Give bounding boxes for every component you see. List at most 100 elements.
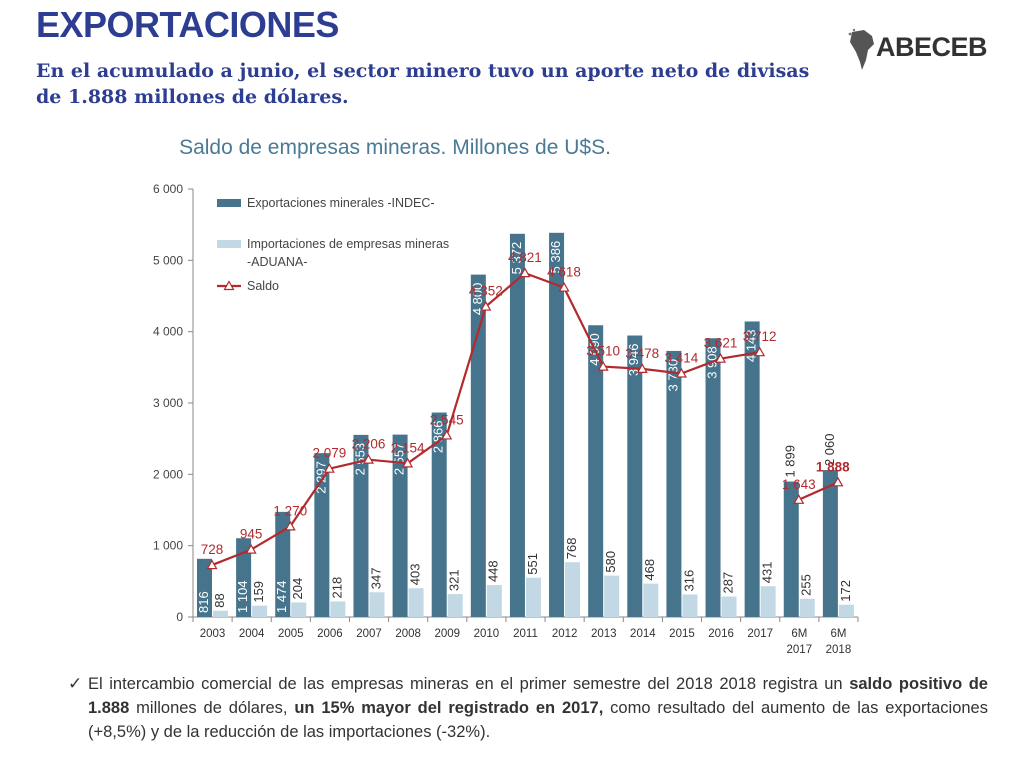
exportaciones-value-label: 5 372 — [509, 242, 524, 275]
saldo-value-label: 1 888 — [816, 459, 850, 474]
saldo-marker — [323, 462, 335, 473]
legend-label-saldo: Saldo — [247, 279, 279, 293]
bar-importaciones — [252, 605, 268, 617]
x-tick-label: 2012 — [552, 628, 578, 640]
saldo-value-label: 3 621 — [704, 336, 738, 351]
exportaciones-value-label: 4 800 — [470, 283, 485, 316]
saldo-value-label: 3 712 — [743, 329, 777, 344]
saldo-value-label: 3 414 — [665, 350, 699, 365]
saldo-value-label: 3 478 — [625, 346, 659, 361]
bar-exportaciones — [509, 233, 525, 617]
bar-importaciones — [799, 598, 815, 617]
bar-exportaciones — [705, 338, 721, 617]
x-tick-label: 2006 — [317, 628, 343, 640]
bar-exportaciones — [744, 321, 760, 617]
bar-exportaciones — [197, 558, 212, 617]
x-tick-label: 6M — [830, 628, 846, 640]
x-tick-label: 2011 — [513, 628, 538, 640]
importaciones-value-label: 159 — [251, 581, 266, 603]
x-tick-label: 2014 — [630, 628, 656, 640]
importaciones-value-label: 204 — [290, 578, 305, 600]
y-tick-label: 4 000 — [153, 325, 183, 339]
exportaciones-value-label: 1 474 — [274, 580, 289, 613]
exportaciones-value-label: 3 730 — [665, 359, 680, 392]
importaciones-value-label: 218 — [329, 577, 344, 599]
importaciones-value-label: 321 — [447, 569, 462, 591]
saldo-marker — [754, 346, 766, 357]
importaciones-value-label: 468 — [642, 559, 657, 581]
bar-exportaciones — [353, 434, 369, 617]
y-tick-label: 6 000 — [153, 182, 183, 196]
y-tick-label: 2 000 — [153, 467, 183, 481]
bar-importaciones — [643, 583, 659, 617]
bar-importaciones — [369, 592, 385, 617]
bar-exportaciones — [392, 434, 408, 617]
saldo-marker — [715, 352, 727, 363]
importaciones-value-label: 580 — [603, 551, 618, 573]
south-america-map-icon — [848, 28, 874, 70]
importaciones-value-label: 768 — [564, 538, 579, 560]
bar-exportaciones — [275, 511, 291, 617]
importaciones-value-label: 403 — [408, 564, 423, 586]
bar-importaciones — [760, 586, 776, 617]
x-tick-label: 2017 — [787, 644, 813, 656]
saldo-value-label: 2 545 — [430, 412, 464, 427]
bar-importaciones — [721, 596, 737, 617]
footer-text-3: como resultado del aumento de las export… — [88, 699, 988, 741]
saldo-marker — [636, 363, 648, 374]
bar-importaciones — [525, 577, 541, 617]
bar-exportaciones — [314, 453, 330, 617]
saldo-marker — [793, 494, 805, 504]
x-tick-label: 2017 — [747, 628, 773, 640]
x-tick-label: 2005 — [278, 628, 304, 640]
saldo-marker — [675, 367, 687, 378]
bar-importaciones — [213, 610, 228, 617]
x-tick-label: 2003 — [200, 628, 226, 640]
importaciones-value-label: 316 — [681, 570, 696, 592]
importaciones-value-label: 255 — [799, 574, 814, 596]
saldo-marker — [480, 300, 492, 311]
bar-importaciones — [565, 562, 581, 617]
x-tick-label: 2009 — [434, 628, 460, 640]
importaciones-value-label: 287 — [720, 572, 735, 594]
importaciones-value-label: 347 — [368, 568, 383, 590]
saldo-value-label: 3 510 — [586, 344, 620, 359]
y-tick-label: 3 000 — [153, 396, 183, 410]
saldo-marker — [362, 453, 374, 464]
saldo-marker — [402, 457, 414, 468]
saldo-marker — [597, 360, 609, 371]
exportaciones-value-label: 1 104 — [235, 580, 250, 613]
exportaciones-value-label: 2 060 — [822, 434, 837, 467]
saldo-value-label: 4 352 — [469, 284, 503, 299]
importaciones-value-label: 448 — [486, 560, 501, 582]
x-tick-label: 2008 — [395, 628, 421, 640]
importaciones-value-label: 551 — [525, 553, 540, 575]
bar-exportaciones — [666, 350, 682, 617]
bar-importaciones — [838, 604, 854, 617]
bar-exportaciones — [470, 274, 486, 617]
bar-importaciones — [291, 602, 307, 617]
exportaciones-value-label: 5 386 — [548, 241, 563, 274]
x-tick-label: 2018 — [826, 644, 852, 656]
legend-label-importaciones: Importaciones de empresas mineras — [247, 237, 449, 251]
bar-exportaciones — [431, 412, 447, 617]
saldo-marker — [284, 520, 296, 531]
saldo-marker — [206, 559, 218, 570]
page-subtitle: En el acumulado a junio, el sector miner… — [36, 60, 810, 108]
footer-bold-1: saldo positivo de 1.888 — [88, 675, 988, 717]
x-tick-label: 2013 — [591, 628, 617, 640]
saldo-marker — [832, 476, 844, 487]
x-tick-label: 2010 — [474, 628, 500, 640]
bar-exportaciones — [822, 470, 838, 617]
y-tick-label: 1 000 — [153, 539, 183, 553]
bar-exportaciones — [627, 335, 643, 617]
footer-note: ✓ El intercambio comercial de las empres… — [68, 672, 988, 744]
saldo-value-label: 728 — [201, 542, 224, 557]
bar-importaciones — [330, 601, 346, 617]
bar-exportaciones — [236, 538, 252, 617]
exportaciones-value-label: 2 553 — [352, 443, 367, 476]
legend-label-exportaciones: Exportaciones minerales -INDEC- — [247, 196, 435, 210]
saldo-value-label: 2 154 — [391, 440, 425, 455]
legend-swatch-importaciones — [217, 240, 241, 248]
